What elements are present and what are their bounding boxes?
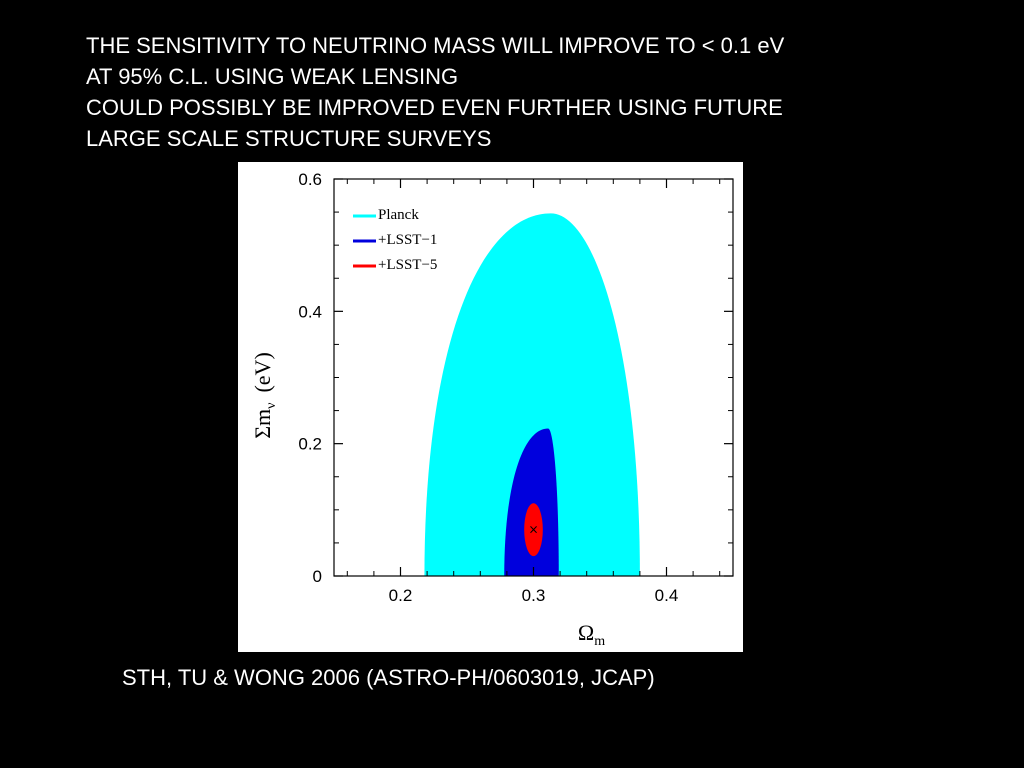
x-axis-label-main: Ω — [578, 620, 594, 645]
axis-ticks: 0.2 0.3 0.4 0 0.2 0.4 0.6 — [298, 170, 733, 605]
y-axis-label: Σmν (eV) — [250, 352, 279, 439]
x-tick-label-2: 0.4 — [655, 586, 679, 605]
y-axis-label-main: Σm — [250, 409, 275, 439]
legend-label-2: +LSST−5 — [378, 257, 437, 273]
contour-region-2 — [524, 503, 543, 557]
contour-chart: × 0.2 0.3 0.4 0 0.2 0.4 0.6 Planck +LSST−1 +LSST… — [250, 170, 734, 649]
contour-regions: × — [424, 213, 640, 576]
headline-line-4: LARGE SCALE STRUCTURE SURVEYS — [86, 126, 492, 151]
legend-label-1: +LSST−1 — [378, 232, 437, 248]
chart-panel: × 0.2 0.3 0.4 0 0.2 0.4 0.6 Planck +LSST−1 +LSST… — [238, 162, 743, 652]
headline-text: THE SENSITIVITY TO NEUTRINO MASS WILL IM… — [86, 30, 966, 154]
contour-region-0 — [424, 213, 640, 576]
x-axis-label-subscript: m — [594, 634, 605, 649]
y-tick-label-0: 0 — [313, 567, 322, 586]
y-tick-label-1: 0.2 — [298, 435, 322, 454]
headline-line-2: AT 95% C.L. USING WEAK LENSING — [86, 64, 459, 89]
x-axis-label: Ωm — [578, 620, 605, 649]
y-tick-label-3: 0.6 — [298, 170, 322, 189]
y-axis-label-subscript: ν — [264, 403, 279, 409]
x-tick-label-0: 0.2 — [389, 586, 413, 605]
contour-region-1 — [504, 428, 559, 576]
y-tick-label-2: 0.4 — [298, 302, 322, 321]
headline-line-3: COULD POSSIBLY BE IMPROVED EVEN FURTHER … — [86, 95, 783, 120]
headline-line-1: THE SENSITIVITY TO NEUTRINO MASS WILL IM… — [86, 33, 785, 58]
citation-text: STH, TU & WONG 2006 (ASTRO-PH/0603019, J… — [122, 665, 655, 690]
fiducial-marker: × — [528, 523, 538, 537]
y-axis-label-unit: (eV) — [250, 352, 275, 392]
legend-label-0: Planck — [378, 207, 419, 223]
legend: Planck +LSST−1 +LSST−5 — [353, 207, 437, 273]
x-tick-label-1: 0.3 — [522, 586, 546, 605]
